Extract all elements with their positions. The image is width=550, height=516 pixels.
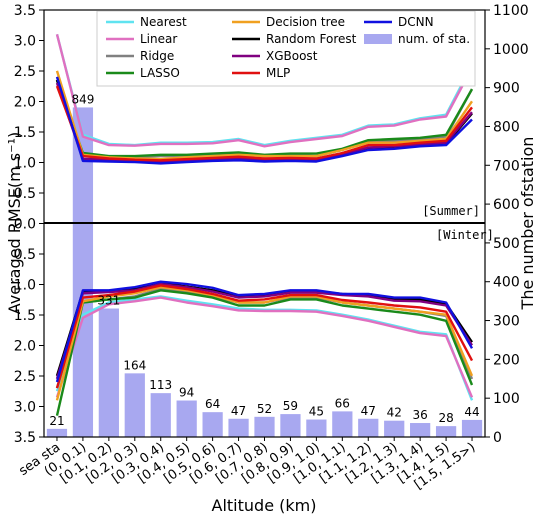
station-count-label: 64 bbox=[205, 397, 220, 411]
station-tick-label: 600 bbox=[493, 197, 520, 213]
station-count-label: 42 bbox=[387, 406, 402, 420]
winter-line-xgboost bbox=[55, 282, 474, 380]
station-count-label: 52 bbox=[257, 402, 272, 416]
rmse-tick-label: 0.5 bbox=[14, 247, 36, 263]
rmse-tick-label: 1.0 bbox=[14, 278, 36, 294]
station-bar bbox=[124, 373, 145, 437]
station-bar bbox=[202, 412, 223, 437]
station-count-label: 164 bbox=[123, 358, 146, 372]
rmse-tick-label: 3.0 bbox=[14, 34, 36, 50]
winter-line-lasso bbox=[55, 289, 474, 416]
station-count-label: 21 bbox=[49, 414, 64, 428]
rmse-tick-label: 3.5 bbox=[14, 3, 36, 19]
station-bar bbox=[98, 308, 119, 437]
legend-label: Linear bbox=[140, 32, 177, 46]
y2-axis-title: The number ofstation bbox=[518, 137, 537, 311]
station-count-label: 113 bbox=[149, 378, 172, 392]
y-axis-title: Averaged RMSE(m s⁻¹) bbox=[5, 132, 24, 314]
station-tick-label: 800 bbox=[493, 119, 520, 135]
station-bar bbox=[410, 423, 431, 437]
legend-box bbox=[96, 10, 476, 87]
station-bar bbox=[384, 420, 405, 437]
station-bars bbox=[46, 107, 483, 437]
summer-line-dcnn bbox=[55, 76, 473, 165]
rmse-tick-label: 3.5 bbox=[14, 430, 36, 446]
legend-swatch bbox=[364, 34, 392, 44]
legend-label: Decision tree bbox=[266, 15, 345, 29]
legend-label: DCNN bbox=[398, 15, 434, 29]
summer-line-lasso bbox=[55, 79, 474, 158]
station-bar bbox=[435, 426, 457, 437]
rmse-tick-label: 2.0 bbox=[14, 95, 36, 111]
summer-line-mlp bbox=[55, 85, 473, 162]
station-count-label: 66 bbox=[335, 396, 350, 410]
winter-line-mlp bbox=[55, 284, 474, 389]
station-tick-label: 500 bbox=[493, 236, 520, 252]
legend-label: LASSO bbox=[140, 66, 180, 80]
station-tick-label: 200 bbox=[493, 352, 520, 368]
rmse-tick-label: 1.0 bbox=[14, 156, 36, 172]
rmse-tick-label: 0.5 bbox=[14, 186, 36, 202]
legend-label: Ridge bbox=[140, 49, 174, 63]
legend: Nearest Linear Ridge LASSO Decision tree Rand… bbox=[96, 10, 476, 87]
winter-line-dcnn bbox=[55, 280, 474, 383]
legend-label: num. of sta. bbox=[398, 32, 470, 46]
station-bar bbox=[46, 428, 68, 437]
model-lines bbox=[55, 34, 474, 416]
rmse-tick-label: 2.5 bbox=[14, 369, 36, 385]
rmse-tick-label: 2.0 bbox=[14, 339, 36, 355]
winter-line-linear bbox=[55, 296, 474, 398]
station-bar bbox=[280, 414, 301, 437]
station-bar bbox=[332, 411, 353, 437]
summer-line-linear bbox=[55, 34, 474, 148]
rmse-tick-label: 1.5 bbox=[14, 308, 36, 324]
rmse-tick-label: 1.5 bbox=[14, 125, 36, 141]
station-count-label: 44 bbox=[464, 405, 479, 419]
station-tick-label: 400 bbox=[493, 275, 520, 291]
station-count-label: 28 bbox=[438, 411, 453, 425]
station-bar bbox=[358, 418, 379, 437]
station-bar bbox=[150, 393, 171, 437]
station-count-label: 849 bbox=[71, 92, 94, 106]
legend-label: Nearest bbox=[140, 15, 187, 29]
station-bar bbox=[228, 418, 249, 437]
station-tick-label: 700 bbox=[493, 158, 520, 174]
station-bar bbox=[461, 419, 483, 437]
station-bar bbox=[306, 419, 327, 437]
legend-label: XGBoost bbox=[266, 49, 318, 63]
station-count-label: 47 bbox=[231, 404, 246, 418]
station-tick-label: 0 bbox=[493, 430, 502, 446]
legend-label: Random Forest bbox=[266, 32, 357, 46]
rmse-tick-label: 2.5 bbox=[14, 64, 36, 80]
station-count-label: 36 bbox=[413, 408, 428, 422]
winter-line-decision-tree bbox=[55, 286, 474, 401]
station-bar bbox=[254, 416, 275, 437]
station-tick-label: 1000 bbox=[493, 42, 529, 58]
station-tick-label: 100 bbox=[493, 391, 520, 407]
legend-label: MLP bbox=[266, 66, 290, 80]
station-count-label: 59 bbox=[283, 399, 298, 413]
station-count-label: 45 bbox=[309, 405, 324, 419]
x-axis-title: Altitude (km) bbox=[212, 496, 317, 515]
station-bar bbox=[72, 107, 94, 437]
station-tick-label: 900 bbox=[493, 81, 520, 97]
station-tick-label: 300 bbox=[493, 314, 520, 330]
station-tick-label: 1100 bbox=[493, 3, 529, 19]
station-count-label: 47 bbox=[361, 404, 376, 418]
winter-label: [Winter] bbox=[436, 228, 494, 242]
station-bar bbox=[176, 400, 197, 437]
summer-label: [Summer] bbox=[422, 204, 480, 218]
rmse-tick-label: 0.0 bbox=[14, 217, 36, 233]
rmse-tick-label: 3.0 bbox=[14, 400, 36, 416]
station-count-label: 331 bbox=[97, 294, 120, 308]
station-count-label: 94 bbox=[179, 386, 194, 400]
